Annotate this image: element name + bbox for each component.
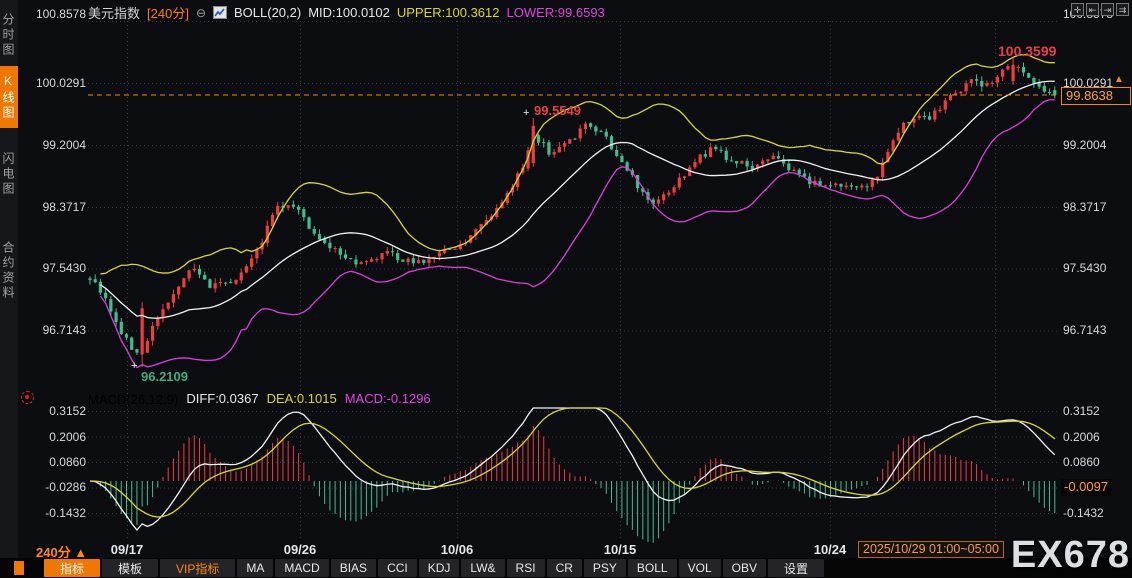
red-settings-icon[interactable] bbox=[21, 391, 34, 404]
tab-lightning-chart[interactable]: 闪电图 bbox=[1, 151, 15, 197]
left-tab-strip: 分时图 K线图 闪电图 合约资料 bbox=[0, 0, 18, 558]
kdj-button[interactable]: KDJ bbox=[418, 559, 460, 577]
x-date: 10/24 bbox=[813, 542, 847, 557]
tab-time-chart[interactable]: 分时图 bbox=[1, 12, 15, 58]
vip-indicator-button[interactable]: VIP指标 bbox=[160, 559, 236, 577]
boll-label: BOLL(20,2) bbox=[234, 5, 302, 20]
pan-right-icon[interactable]: ⇉ bbox=[1116, 3, 1129, 16]
y-label-main-right: 100.0291 bbox=[1063, 76, 1114, 90]
settings-button[interactable]: 设置 bbox=[767, 559, 824, 577]
chart-controls: ✛ ⇤ ⇥ ⇉ bbox=[1071, 3, 1129, 16]
period-indicator[interactable]: 240分 ▲ bbox=[36, 545, 88, 560]
y-label-main: 96.7143 bbox=[42, 323, 86, 337]
lwr-button[interactable]: LW& bbox=[461, 559, 505, 577]
boll-mid-value: MID:100.0102 bbox=[308, 5, 390, 20]
boll-button[interactable]: BOLL bbox=[627, 559, 677, 577]
ma-button[interactable]: MA bbox=[237, 559, 274, 577]
macd-diff-value: DIFF:0.0367 bbox=[186, 391, 259, 406]
bias-button[interactable]: BIAS bbox=[330, 559, 377, 577]
template-button[interactable]: 模板 bbox=[102, 559, 159, 577]
y-label-main: 98.3717 bbox=[42, 200, 86, 214]
y-label-macd-right: -0.1432 bbox=[1063, 506, 1104, 520]
y-label-macd-right: 0.0860 bbox=[1063, 455, 1100, 469]
indicator-toolbar: 指标 模板 VIP指标 MA MACD BIAS CCI KDJ LW& RSI… bbox=[0, 558, 1132, 578]
macd-dea-value: DEA:0.1015 bbox=[266, 391, 337, 406]
swing-high-annotation: 99.5549 bbox=[534, 103, 581, 118]
symbol-name: 美元指数 bbox=[88, 6, 141, 21]
x-date: 10/06 bbox=[440, 542, 474, 557]
x-date: 10/15 bbox=[603, 542, 637, 557]
macd-last-value-badge: -0.0097 bbox=[1061, 479, 1112, 496]
axis-left-icon[interactable]: ⇤ bbox=[1086, 3, 1099, 16]
y-label-macd: -0.0286 bbox=[45, 480, 86, 494]
toolbar-menu-icon[interactable] bbox=[14, 561, 24, 575]
macd-macd-value: MACD:-0.1296 bbox=[344, 391, 431, 406]
tab-contract-info[interactable]: 合约资料 bbox=[1, 241, 15, 301]
collapse-icon[interactable]: ⊖ bbox=[195, 5, 206, 20]
macd-header: MACD(26,12,9) DIFF:0.0367 DEA:0.1015 MAC… bbox=[88, 391, 431, 408]
y-label-macd: -0.1432 bbox=[45, 506, 86, 520]
y-label-main: 100.8578 bbox=[35, 7, 86, 21]
vol-button[interactable]: VOL bbox=[678, 559, 721, 577]
y-label-main-right: 96.7143 bbox=[1063, 323, 1107, 337]
y-label-main-right: 99.2004 bbox=[1063, 138, 1107, 152]
indicator-chart-icon[interactable] bbox=[213, 6, 227, 19]
y-label-main-right: 98.3717 bbox=[1063, 200, 1107, 214]
period-label: [240分] bbox=[147, 6, 189, 21]
chart-header: 美元指数 [240分] ⊖ BOLL(20,2) MID:100.0102 UP… bbox=[88, 4, 605, 21]
axis-right-icon[interactable]: ⇥ bbox=[1101, 3, 1114, 16]
y-label-main-right: 97.5430 bbox=[1063, 261, 1107, 275]
current-candle-datetime: 2025/10/29 01:00~05:00 bbox=[858, 541, 1004, 558]
y-label-macd: 0.2006 bbox=[49, 430, 86, 444]
swing-high-marker: + bbox=[523, 107, 530, 119]
cr-button[interactable]: CR bbox=[546, 559, 582, 577]
macd-name: MACD(26,12,9) bbox=[88, 392, 179, 407]
rsi-button[interactable]: RSI bbox=[506, 559, 545, 577]
ex678-watermark: EX678 bbox=[1010, 534, 1130, 576]
x-axis: 240分 ▲ 09/17 09/26 10/06 10/15 10/24 202… bbox=[0, 541, 1132, 560]
y-label-main: 99.2004 bbox=[42, 138, 86, 152]
y-label-macd-right: 0.3152 bbox=[1063, 404, 1100, 418]
price-up-arrow-icon: ▲ bbox=[1114, 74, 1124, 85]
x-date: 09/17 bbox=[110, 542, 144, 557]
y-label-macd: 0.3152 bbox=[49, 404, 86, 418]
crosshair-move-icon[interactable]: ✛ bbox=[1071, 3, 1084, 16]
tab-kline-chart[interactable]: K线图 bbox=[0, 66, 18, 128]
macd-button[interactable]: MACD bbox=[275, 559, 329, 577]
last-price-badge: 99.8638 bbox=[1061, 87, 1131, 105]
y-label-main: 100.0291 bbox=[35, 76, 86, 90]
cci-button[interactable]: CCI bbox=[378, 559, 417, 577]
indicator-button[interactable]: 指标 bbox=[44, 559, 101, 577]
x-date: 09/26 bbox=[283, 542, 317, 557]
boll-lower-value: LOWER:99.6593 bbox=[506, 5, 605, 20]
y-label-main: 97.5430 bbox=[42, 261, 86, 275]
low-price-annotation: 96.2109 bbox=[141, 369, 188, 384]
high-price-annotation: 100.3599 bbox=[998, 43, 1057, 59]
y-label-macd: 0.0860 bbox=[49, 455, 86, 469]
psy-button[interactable]: PSY bbox=[583, 559, 626, 577]
obv-button[interactable]: OBV bbox=[722, 559, 766, 577]
y-label-macd-right: 0.2006 bbox=[1063, 430, 1100, 444]
low-price-marker: + bbox=[131, 360, 138, 372]
boll-upper-value: UPPER:100.3612 bbox=[396, 5, 500, 20]
